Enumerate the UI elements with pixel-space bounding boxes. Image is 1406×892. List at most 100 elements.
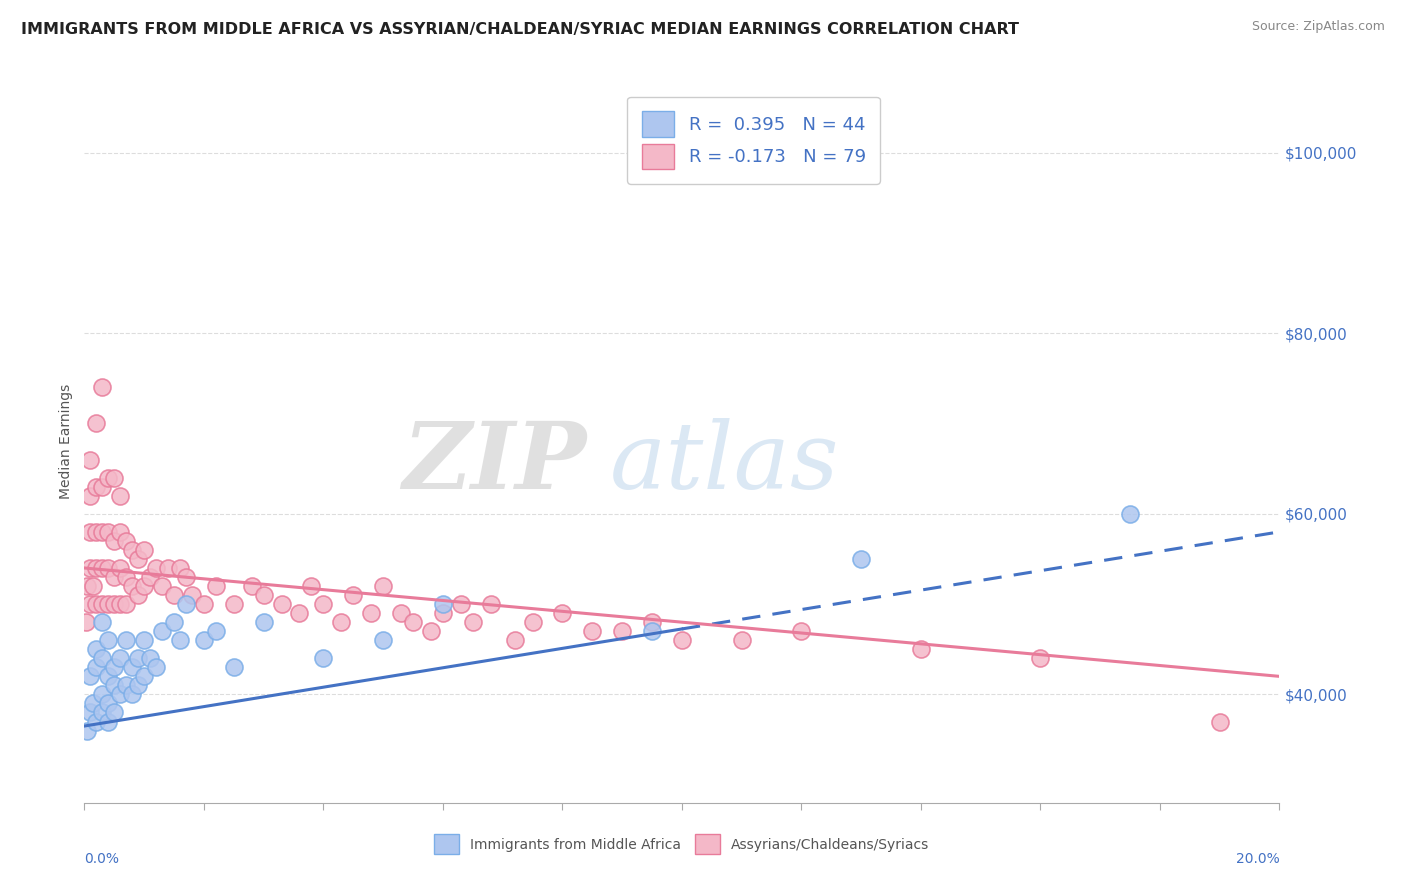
Point [82, 697, 104, 711]
Point [97, 697, 120, 711]
Point [851, 552, 873, 566]
Point [1119, 507, 1142, 521]
Point [110, 651, 132, 665]
Point [1029, 651, 1052, 665]
Point [97, 524, 120, 539]
Point [503, 633, 526, 648]
Point [612, 624, 634, 639]
Text: ZIP: ZIP [402, 418, 586, 508]
Point [193, 597, 215, 611]
Point [79, 489, 101, 503]
Point [301, 579, 323, 593]
Point [157, 561, 180, 575]
Point [91, 597, 114, 611]
Point [79, 561, 101, 575]
Point [132, 579, 156, 593]
Point [373, 579, 395, 593]
Point [222, 597, 245, 611]
Point [389, 606, 412, 620]
Point [402, 615, 425, 630]
Text: atlas: atlas [610, 418, 839, 508]
Point [127, 552, 149, 566]
Point [79, 597, 101, 611]
Point [103, 597, 125, 611]
Point [461, 615, 484, 630]
Text: 20.0%: 20.0% [1236, 853, 1279, 866]
Point [103, 533, 125, 548]
Point [115, 570, 138, 584]
Point [312, 651, 335, 665]
Point [76, 723, 98, 738]
Point [910, 642, 932, 657]
Point [91, 706, 114, 720]
Point [150, 624, 173, 639]
Point [174, 570, 197, 584]
Point [288, 606, 311, 620]
Point [97, 669, 120, 683]
Point [253, 615, 276, 630]
Point [450, 597, 472, 611]
Point [115, 678, 138, 692]
Point [115, 533, 138, 548]
Point [139, 651, 162, 665]
Point [145, 660, 167, 674]
Point [79, 452, 101, 467]
Point [163, 615, 186, 630]
Point [91, 524, 114, 539]
Point [97, 471, 120, 485]
Point [79, 669, 101, 683]
Point [174, 597, 197, 611]
Point [342, 588, 364, 602]
Point [75, 615, 97, 630]
Point [110, 561, 132, 575]
Point [115, 633, 138, 648]
Point [110, 687, 132, 701]
Point [139, 570, 162, 584]
Point [121, 660, 143, 674]
Point [91, 615, 114, 630]
Point [479, 597, 502, 611]
Point [121, 542, 143, 557]
Point [86, 714, 108, 729]
Point [103, 570, 125, 584]
Point [97, 561, 120, 575]
Point [150, 579, 173, 593]
Point [103, 678, 125, 692]
Point [91, 561, 114, 575]
Point [253, 588, 276, 602]
Point [91, 687, 114, 701]
Point [110, 597, 132, 611]
Point [127, 588, 149, 602]
Point [312, 597, 335, 611]
Y-axis label: Median Earnings: Median Earnings [59, 384, 73, 500]
Point [432, 597, 454, 611]
Point [145, 561, 167, 575]
Point [103, 706, 125, 720]
Point [86, 417, 108, 431]
Point [86, 561, 108, 575]
Point [522, 615, 544, 630]
Point [420, 624, 443, 639]
Point [330, 615, 353, 630]
Point [110, 489, 132, 503]
Point [91, 651, 114, 665]
Point [641, 624, 664, 639]
Point [121, 579, 143, 593]
Point [205, 579, 228, 593]
Point [103, 660, 125, 674]
Point [86, 524, 108, 539]
Point [82, 579, 104, 593]
Point [127, 678, 149, 692]
Point [360, 606, 382, 620]
Point [132, 669, 156, 683]
Point [132, 542, 156, 557]
Text: IMMIGRANTS FROM MIDDLE AFRICA VS ASSYRIAN/CHALDEAN/SYRIAC MEDIAN EARNINGS CORREL: IMMIGRANTS FROM MIDDLE AFRICA VS ASSYRIA… [21, 22, 1019, 37]
Point [222, 660, 245, 674]
Point [205, 624, 228, 639]
Point [103, 471, 125, 485]
Point [79, 524, 101, 539]
Point [86, 597, 108, 611]
Point [132, 633, 156, 648]
Point [91, 480, 114, 494]
Point [115, 597, 138, 611]
